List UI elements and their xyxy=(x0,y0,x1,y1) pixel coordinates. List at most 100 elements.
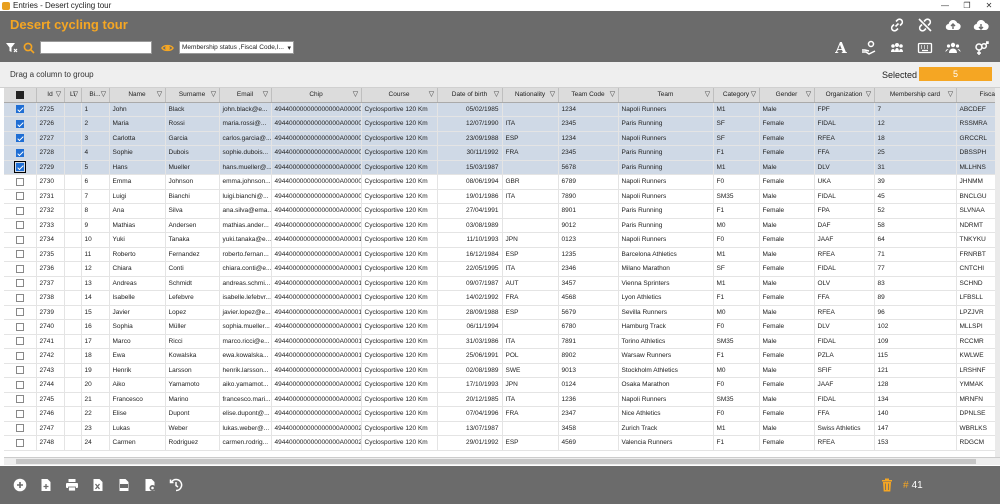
table-cell[interactable]: 11 xyxy=(81,247,110,262)
table-cell[interactable]: FPF xyxy=(814,102,875,117)
table-cell[interactable]: Cyclosportive 120 Km xyxy=(361,290,438,306)
link-icon[interactable] xyxy=(888,17,906,33)
table-cell[interactable]: 2738 xyxy=(36,290,65,306)
table-cell[interactable]: 31/03/1986 xyxy=(437,334,503,349)
table-cell[interactable]: 3458 xyxy=(558,421,619,436)
csv-export-icon[interactable] xyxy=(117,478,131,492)
table-cell[interactable]: F0 xyxy=(713,232,760,248)
table-cell[interactable]: Cyclosportive 120 Km xyxy=(361,232,438,248)
row-checkbox[interactable] xyxy=(15,293,24,302)
table-cell[interactable]: Weber xyxy=(165,421,220,436)
table-cell[interactable] xyxy=(64,189,82,204)
table-cell[interactable]: Rossi xyxy=(165,116,220,132)
table-cell[interactable]: Dupont xyxy=(165,406,220,422)
new-document-icon[interactable] xyxy=(39,478,53,492)
table-row[interactable]: 2732 8 Ana Silva ana.silva@ema... 49440000000… xyxy=(4,203,1000,219)
cloud-download-icon[interactable] xyxy=(972,17,990,33)
table-cell[interactable]: ewa.kowalska... xyxy=(219,348,272,364)
table-cell[interactable]: Kowalska xyxy=(165,348,220,364)
table-cell[interactable]: JAAF xyxy=(814,377,875,393)
table-cell[interactable]: 16 xyxy=(81,319,110,335)
table-cell[interactable]: SF xyxy=(713,116,760,132)
table-cell[interactable]: Male xyxy=(759,421,815,436)
table-cell[interactable]: 494400000000000000A000014 xyxy=(271,290,362,306)
table-cell[interactable]: JHNMM xyxy=(956,174,1000,190)
column-filter-select[interactable]: Membership status ,Fiscal Code,I... ▾ xyxy=(179,41,294,54)
table-cell[interactable]: 2345 xyxy=(558,145,619,161)
table-cell[interactable]: Cyclosportive 120 Km xyxy=(361,348,438,364)
table-cell[interactable]: Dubois xyxy=(165,145,220,161)
table-cell[interactable]: POL xyxy=(502,348,559,364)
table-cell[interactable]: M1 xyxy=(713,421,760,436)
table-cell[interactable]: Carlotta xyxy=(109,131,166,146)
table-row[interactable]: 2727 3 Carlotta Garcia carlos.garcia@... 4944… xyxy=(4,131,1000,146)
table-cell[interactable]: 15/03/1987 xyxy=(437,160,503,175)
table-cell[interactable]: 2727 xyxy=(36,131,65,146)
table-cell[interactable]: SM35 xyxy=(713,189,760,204)
table-cell[interactable]: 2735 xyxy=(36,247,65,262)
table-cell[interactable]: ITA xyxy=(502,116,559,132)
table-cell[interactable] xyxy=(502,160,559,175)
table-row[interactable]: 2729 5 Hans Mueller hans.mueller@... 49440000… xyxy=(4,160,1000,175)
table-cell[interactable]: Cyclosportive 120 Km xyxy=(361,392,438,407)
row-checkbox[interactable] xyxy=(15,395,24,404)
table-cell[interactable]: F0 xyxy=(713,319,760,335)
table-cell[interactable]: ESP xyxy=(502,435,559,451)
column-header[interactable]: Id ▽ xyxy=(36,88,65,103)
group-icon[interactable] xyxy=(944,40,962,56)
table-cell[interactable]: Female xyxy=(759,203,815,219)
table-cell[interactable]: 0123 xyxy=(558,232,619,248)
table-cell[interactable]: javier.lopez@e... xyxy=(219,305,272,320)
table-cell[interactable]: 2742 xyxy=(36,348,65,364)
table-row[interactable]: 2747 23 Lukas Weber lukas.weber@... 494400000… xyxy=(4,421,1000,436)
row-select-cell[interactable] xyxy=(4,290,37,306)
table-cell[interactable]: Napoli Runners xyxy=(618,174,714,190)
column-filter-icon[interactable]: ▽ xyxy=(210,91,217,98)
column-filter-icon[interactable]: ▽ xyxy=(805,91,812,98)
table-cell[interactable] xyxy=(64,102,82,117)
row-checkbox[interactable] xyxy=(15,177,24,186)
table-cell[interactable]: ana.silva@ema... xyxy=(219,203,272,219)
table-cell[interactable]: Maria xyxy=(109,116,166,132)
table-cell[interactable]: 494400000000000000A000023 xyxy=(271,421,362,436)
table-cell[interactable]: maria.rossi@... xyxy=(219,116,272,132)
keyboard-icon[interactable] xyxy=(916,40,934,56)
table-cell[interactable]: Carmen xyxy=(109,435,166,451)
horizontal-scrollbar[interactable] xyxy=(4,457,1000,465)
table-cell[interactable]: 15 xyxy=(81,305,110,320)
row-checkbox[interactable] xyxy=(15,438,24,447)
table-cell[interactable]: Isabelle xyxy=(109,290,166,306)
table-cell[interactable]: 11/10/1993 xyxy=(437,232,503,248)
team-icon[interactable] xyxy=(888,40,906,56)
row-checkbox[interactable] xyxy=(15,351,24,360)
table-cell[interactable]: MLLSPI xyxy=(956,319,1000,335)
table-cell[interactable]: Male xyxy=(759,276,815,291)
table-cell[interactable]: 9 xyxy=(81,218,110,233)
table-cell[interactable]: FRA xyxy=(502,145,559,161)
table-cell[interactable]: 102 xyxy=(874,319,957,335)
table-row[interactable]: 2726 2 Maria Rossi maria.rossi@... 4944000000… xyxy=(4,116,1000,132)
table-cell[interactable]: Johnson xyxy=(165,174,220,190)
table-row[interactable]: 2741 17 Marco Ricci marco.ricci@e... 49440000… xyxy=(4,334,1000,349)
table-cell[interactable] xyxy=(64,305,82,320)
row-select-cell[interactable] xyxy=(4,116,37,132)
table-row[interactable]: 2734 10 Yuki Tanaka yuki.tanaka@e... 49440000… xyxy=(4,232,1000,248)
table-cell[interactable]: Chiara xyxy=(109,261,166,277)
table-cell[interactable]: 153 xyxy=(874,435,957,451)
table-cell[interactable]: Female xyxy=(759,261,815,277)
table-row[interactable]: 2733 9 Mathias Andersen mathias.ander... 4944… xyxy=(4,218,1000,233)
table-cell[interactable]: 6 xyxy=(81,174,110,190)
table-cell[interactable]: Stockholm Athletics xyxy=(618,363,714,378)
table-cell[interactable]: Female xyxy=(759,145,815,161)
table-row[interactable]: 2740 16 Sophia Müller sophia.mueller... 49440… xyxy=(4,319,1000,335)
table-cell[interactable]: Henrik xyxy=(109,363,166,378)
table-cell[interactable]: FIDAL xyxy=(814,334,875,349)
table-cell[interactable]: Female xyxy=(759,174,815,190)
table-cell[interactable]: F1 xyxy=(713,290,760,306)
table-cell[interactable]: UKA xyxy=(814,174,875,190)
table-cell[interactable] xyxy=(64,218,82,233)
table-cell[interactable]: Napoli Runners xyxy=(618,131,714,146)
table-cell[interactable]: 6789 xyxy=(558,174,619,190)
row-checkbox[interactable] xyxy=(15,366,24,375)
table-cell[interactable]: john.black@e... xyxy=(219,102,272,117)
